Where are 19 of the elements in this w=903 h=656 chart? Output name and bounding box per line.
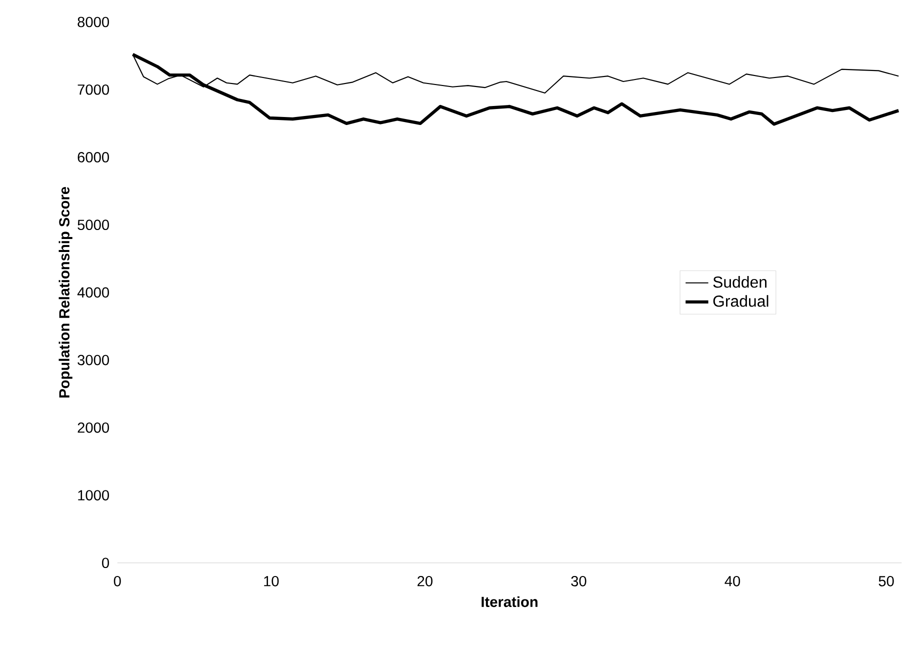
y-tick-label: 1000 xyxy=(78,490,109,500)
y-tick-label: 0 xyxy=(102,558,109,568)
y-tick-label: 3000 xyxy=(78,354,109,366)
x-tick-label: 20 xyxy=(418,576,432,586)
y-tick-label: 6000 xyxy=(78,152,109,162)
y-tick-label: 4000 xyxy=(77,287,109,298)
x-tick-label: 30 xyxy=(571,576,586,586)
x-tick-label: 10 xyxy=(264,576,279,586)
legend-label: Sudden xyxy=(713,276,766,288)
x-tick-label: 0 xyxy=(114,576,121,586)
x-tick-label: 50 xyxy=(878,576,894,586)
y-tick-label: 5000 xyxy=(78,220,109,230)
y-tick-label: 7000 xyxy=(78,84,109,95)
y-tick-label: 2000 xyxy=(78,422,109,433)
y-axis-title: Population Relationship Score xyxy=(58,186,72,398)
legend-label: Gradual xyxy=(713,294,768,307)
x-axis-title: Iteration xyxy=(482,596,538,607)
y-tick-label: 8000 xyxy=(78,16,109,28)
x-tick-label: 40 xyxy=(724,576,740,586)
